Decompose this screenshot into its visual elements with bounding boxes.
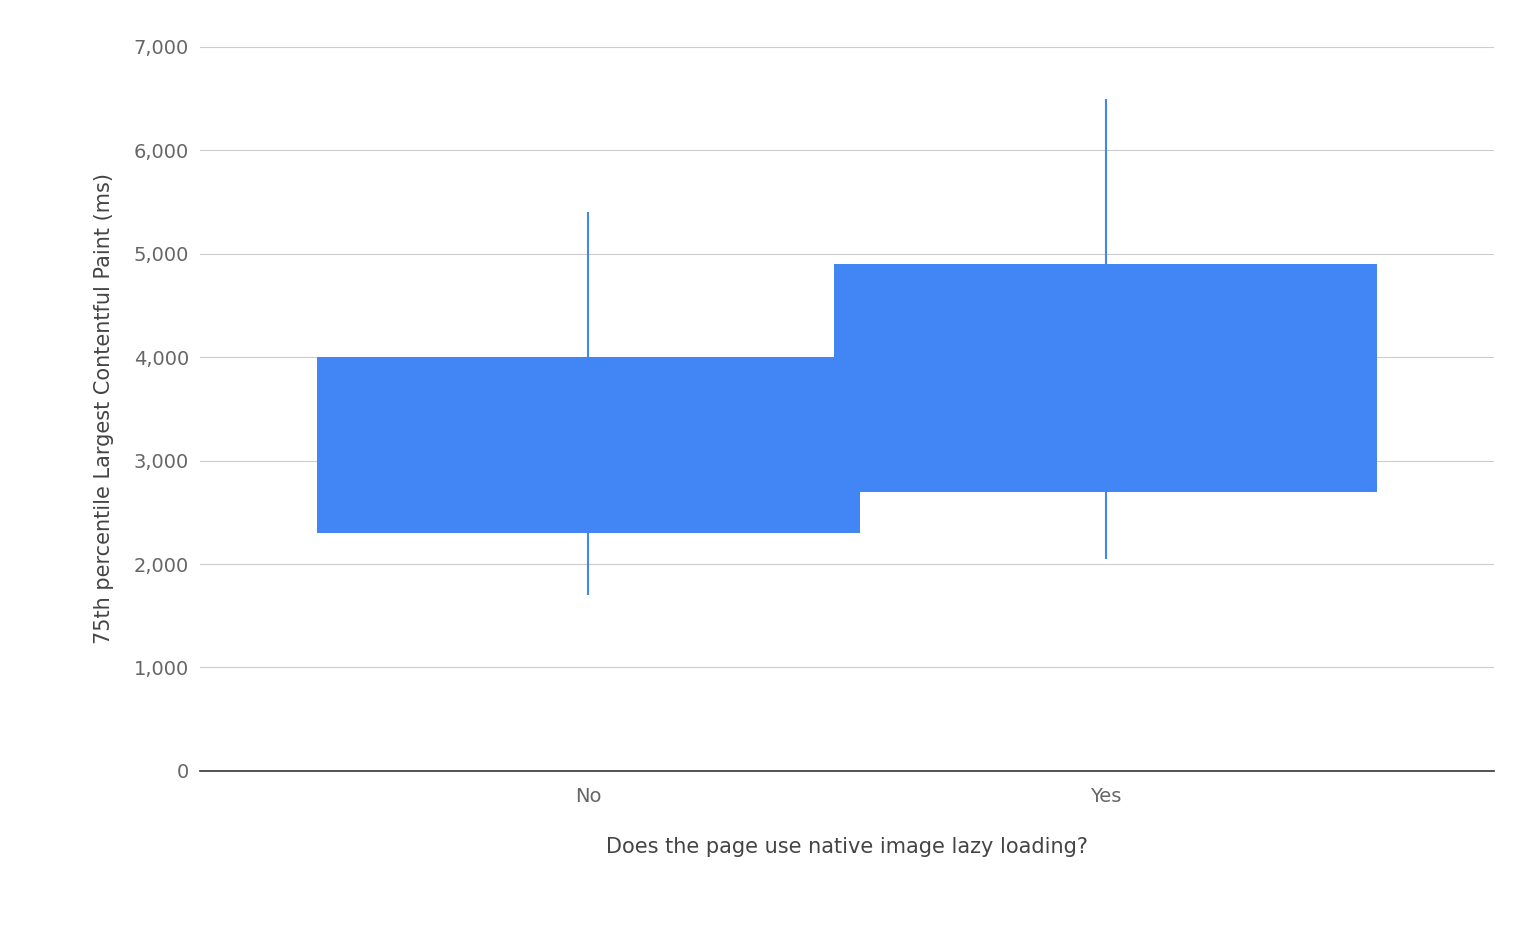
Bar (835, 264, 1377, 492)
X-axis label: Does the page use native image lazy loading?: Does the page use native image lazy load… (607, 837, 1087, 857)
Bar (317, 357, 859, 533)
Y-axis label: 75th percentile Largest Contentful Paint (ms): 75th percentile Largest Contentful Paint… (94, 173, 114, 645)
